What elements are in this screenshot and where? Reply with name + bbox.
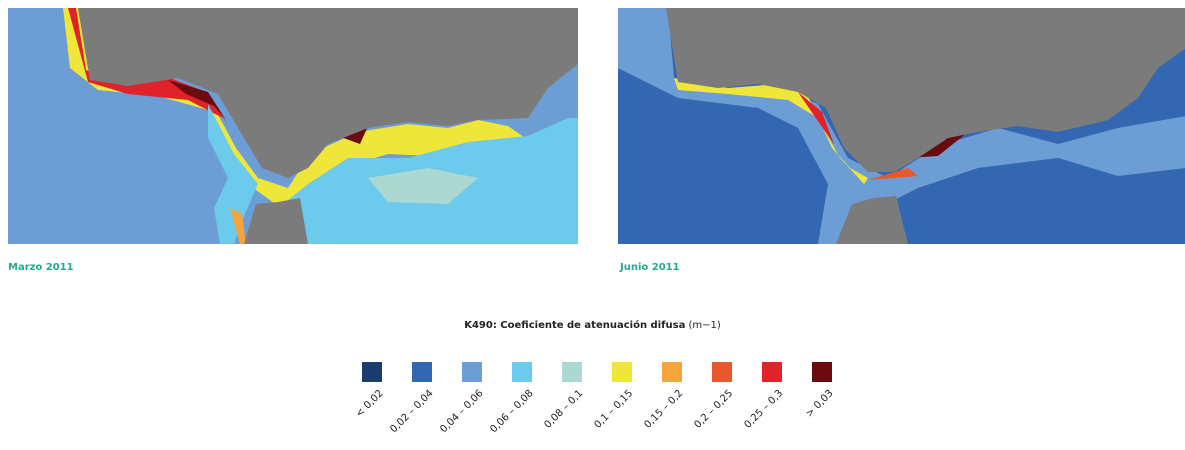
- legend-swatch-label: 0,02 – 0,04: [388, 388, 436, 436]
- map-caption-junio: Junio 2011: [620, 262, 680, 273]
- legend-swatch-label: 0,04 – 0,06: [438, 388, 486, 436]
- legend-swatch: 0,1 – 0,15: [593, 362, 636, 431]
- legend-swatch-label: 0,06 – 0,08: [488, 388, 536, 436]
- legend-title-text: K490: Coeficiente de atenuación difusa: [464, 320, 686, 331]
- legend-swatch-label: 0,08 – 0,1: [542, 388, 586, 431]
- legend-swatch-label: 0,1 – 0,15: [592, 388, 636, 431]
- map-junio-image: [618, 8, 1185, 244]
- map-caption-marzo: Marzo 2011: [8, 262, 74, 273]
- legend-title-unit: (m−1): [688, 320, 721, 331]
- map-marzo-image: [8, 8, 578, 244]
- map-junio-2011: [618, 8, 1185, 244]
- legend-swatch: 0,02 – 0,04: [388, 362, 436, 435]
- legend-swatch: 0,15 – 0,2: [643, 362, 686, 431]
- map-marzo-2011: [8, 8, 578, 244]
- legend-swatch: 0,25 – 0,3: [743, 362, 786, 431]
- legend-swatch-label: > 0,03: [804, 388, 836, 420]
- legend: < 0,02 0,02 – 0,04 0,04 – 0,06 0,06 – 0,08 0…: [354, 362, 836, 435]
- legend-swatch: 0,04 – 0,06: [438, 362, 486, 435]
- legend-swatch-label: < 0,02: [354, 388, 386, 420]
- legend-swatch-label: 0,25 – 0,3: [742, 388, 786, 431]
- legend-title: K490: Coeficiente de atenuación difusa (…: [0, 320, 1185, 331]
- legend-swatch: 0,2 – 0,25: [693, 362, 736, 431]
- legend-swatch: > 0,03: [804, 362, 836, 420]
- legend-swatch-label: 0,15 – 0,2: [642, 388, 686, 431]
- legend-swatch: 0,06 – 0,08: [488, 362, 536, 435]
- legend-swatch: 0,08 – 0,1: [543, 362, 586, 431]
- legend-swatch: < 0,02: [354, 362, 386, 420]
- legend-swatch-label: 0,2 – 0,25: [692, 388, 736, 431]
